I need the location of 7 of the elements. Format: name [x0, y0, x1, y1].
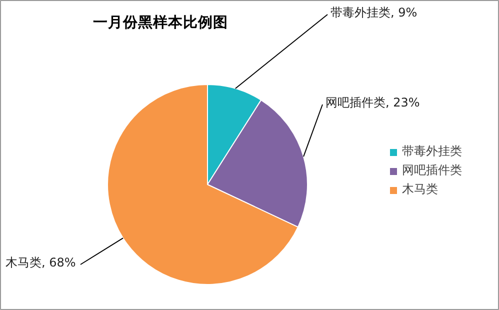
legend-label: 网吧插件类	[402, 162, 462, 179]
data-label: 带毒外挂类, 9%	[330, 6, 418, 20]
legend-label: 带毒外挂类	[402, 143, 462, 160]
data-label: 木马类, 68%	[6, 256, 76, 270]
text: 一月份黑样本比例图	[93, 14, 228, 31]
legend-label: 木马类	[402, 181, 438, 198]
data-label: 网吧插件类, 23%	[326, 96, 420, 110]
